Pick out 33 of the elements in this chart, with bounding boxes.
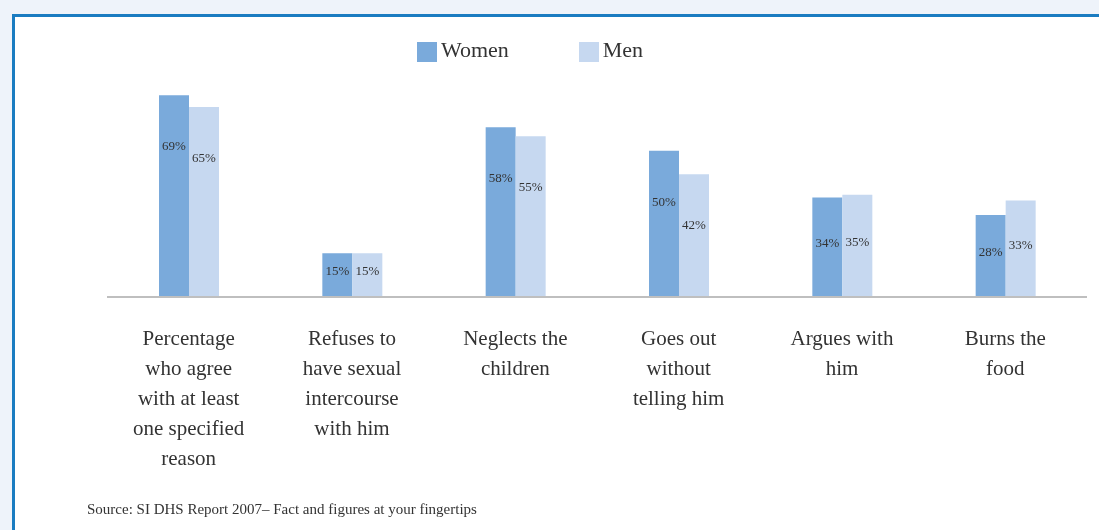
bar (485, 127, 516, 297)
x-tick-label: Neglects the children (463, 326, 568, 380)
data-label: 55% (518, 179, 543, 195)
data-label: 50% (652, 193, 677, 209)
data-label: 33% (1008, 236, 1033, 252)
data-label: 58% (488, 170, 513, 186)
x-tick-label: Burns the food (964, 326, 1046, 380)
bar (322, 253, 353, 297)
data-label: 35% (845, 233, 870, 249)
data-label: 15% (355, 263, 380, 279)
bar (515, 136, 546, 297)
data-label: 34% (815, 235, 840, 251)
data-label: 65% (192, 149, 217, 165)
bar (679, 174, 709, 297)
bar (159, 95, 189, 297)
legend-label: Men (602, 37, 644, 62)
bar (1005, 200, 1036, 297)
data-label: 69% (162, 138, 187, 154)
x-tick-label: Goes out without telling him (632, 326, 725, 410)
data-label: 42% (682, 217, 707, 233)
data-label: 15% (325, 263, 350, 279)
legend-label: Women (440, 37, 509, 62)
bar (352, 253, 383, 297)
source-note: Source: SI DHS Report 2007– Fact and figures at your fingertips (87, 501, 477, 518)
data-label: 28% (978, 244, 1003, 260)
x-tick-label: Argues with him (790, 326, 894, 380)
bar (842, 194, 873, 297)
x-tick-label: Refuses to have sexual intercourse with him (302, 326, 402, 440)
x-tick-label: Percentage who agree with at least one specified reason (132, 326, 245, 470)
bar (189, 106, 219, 297)
bar (812, 197, 843, 297)
bar (649, 150, 679, 297)
bar (975, 215, 1006, 297)
